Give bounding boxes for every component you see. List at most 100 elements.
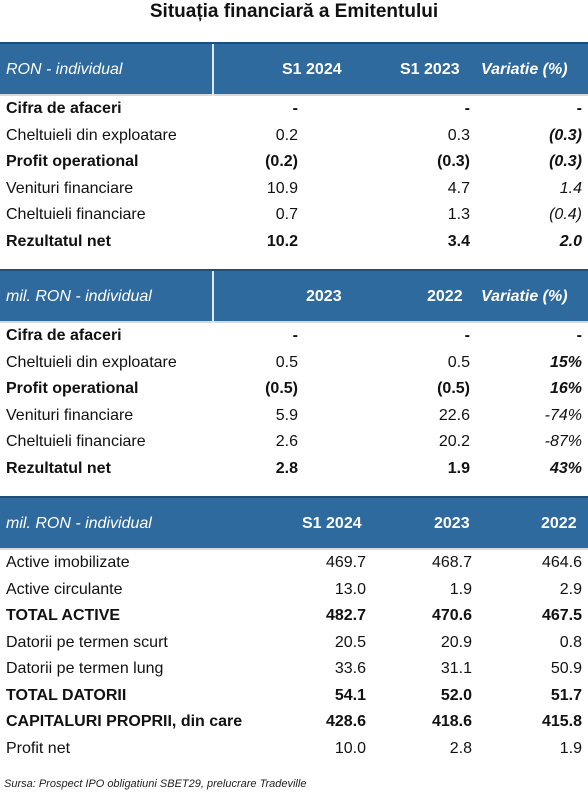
cell-col-2: 0.3 [447, 126, 470, 144]
cell-col-2: 22.6 [438, 406, 470, 424]
row-label: Cheltuieli financiare [6, 433, 146, 450]
cell-col-2: 20.9 [440, 633, 472, 651]
cell-col-2: 2.8 [449, 739, 472, 757]
cell-col-1: 10.9 [266, 179, 298, 197]
cell-col-1: (0.5) [265, 380, 298, 397]
cell-col-3: 1.9 [559, 739, 582, 757]
cell-col-2: (0.5) [437, 380, 470, 397]
header-unit: RON - individual [6, 61, 123, 78]
cell-col-3: 43% [549, 459, 582, 477]
cell-col-2: 1.9 [447, 459, 470, 477]
cell-col-2: 31.1 [440, 660, 472, 677]
row-label: Active circulante [6, 580, 123, 598]
cell-col-3: 415.8 [541, 713, 582, 730]
row-label: TOTAL ACTIVE [6, 607, 121, 624]
header-col-1: S1 2024 [282, 61, 342, 78]
cell-col-3: 15% [549, 353, 582, 371]
cell-col-3: (0.3) [549, 153, 582, 170]
cell-col-3: 51.7 [550, 686, 582, 704]
row-label: Cheltuieli din exploatare [6, 353, 177, 371]
row-label: Profit operational [6, 380, 139, 397]
table-row: TOTAL ACTIVE 482.7 470.6 467.5 [0, 603, 588, 630]
cell-col-3: (0.4) [549, 206, 582, 223]
header-col-1: 2023 [306, 288, 342, 305]
income-table-s1: RON - individual S1 2024 S1 2023 Variati… [0, 42, 588, 255]
table-row: Rezultatul net 10.2 3.4 2.0 [0, 229, 588, 256]
cell-col-3: (0.3) [549, 126, 582, 144]
row-label: CAPITALURI PROPRII, din care [6, 713, 243, 730]
row-label: Venituri financiare [6, 406, 134, 424]
source-note: Sursa: Prospect IPO obligatiuni SBET29, … [4, 778, 307, 790]
cell-col-1: 2.8 [275, 459, 298, 477]
cell-col-1: 13.0 [334, 580, 366, 598]
cell-col-1: 20.5 [334, 633, 366, 651]
cell-col-1: 10.2 [266, 232, 298, 250]
row-label: Active imobilizate [6, 554, 130, 571]
table-row: CAPITALURI PROPRII, din care 428.6 418.6… [0, 709, 588, 736]
table-row: Venituri financiare 5.9 22.6 -74% [0, 403, 588, 430]
row-label: Rezultatul net [6, 459, 111, 477]
cell-col-1: - [292, 100, 298, 117]
cell-col-2: 4.7 [447, 179, 470, 197]
row-label: Cheltuieli din exploatare [6, 126, 177, 144]
cell-col-1: - [292, 327, 298, 344]
header-col-2: 2023 [434, 515, 470, 532]
cell-col-2: 0.5 [447, 353, 470, 371]
cell-col-1: 482.7 [325, 607, 366, 624]
table-body: Active imobilizate 469.7 468.7 464.6 Act… [0, 550, 588, 762]
cell-col-3: 0.8 [559, 633, 582, 651]
cell-col-2: (0.3) [437, 153, 470, 170]
cell-col-3: 2.0 [559, 232, 582, 250]
cell-col-2: - [464, 327, 470, 344]
cell-col-3: 16% [549, 380, 582, 397]
row-label: Cheltuieli financiare [6, 206, 146, 223]
cell-col-3: - [576, 327, 582, 344]
table-row: Cifra de afaceri - - - [0, 323, 588, 350]
cell-col-1: (0.2) [265, 153, 298, 170]
table-body: Cifra de afaceri - - - Cheltuieli din ex… [0, 323, 588, 482]
cell-col-2: 470.6 [431, 607, 472, 624]
cell-col-3: -74% [544, 406, 582, 424]
cell-col-2: - [464, 100, 470, 117]
table-row: TOTAL DATORII 54.1 52.0 51.7 [0, 683, 588, 710]
cell-col-1: 0.2 [275, 126, 298, 144]
row-label: Profit operational [6, 153, 139, 170]
cell-col-2: 468.7 [431, 554, 472, 571]
table-row: Rezultatul net 2.8 1.9 43% [0, 456, 588, 483]
row-label: Cifra de afaceri [6, 100, 122, 117]
table-body: Cifra de afaceri - - - Cheltuieli din ex… [0, 96, 588, 255]
table-row: Active circulante 13.0 1.9 2.9 [0, 577, 588, 604]
income-table-annual: mil. RON - individual 2023 2022 Variatie… [0, 269, 588, 482]
cell-col-3: 50.9 [550, 660, 582, 677]
cell-col-2: 1.9 [449, 580, 472, 598]
header-col-3: Variatie (%) [481, 61, 568, 78]
balance-sheet-table: mil. RON - individual S1 2024 2023 2022 … [0, 496, 588, 762]
table-row: Datorii pe termen lung 33.6 31.1 50.9 [0, 656, 588, 683]
table-header: mil. RON - individual 2023 2022 Variatie… [0, 269, 588, 323]
header-col-3: 2022 [541, 515, 577, 532]
header-col-2: 2022 [427, 288, 463, 305]
header-divider [212, 44, 214, 96]
cell-col-1: 10.0 [334, 739, 366, 757]
cell-col-1: 428.6 [325, 713, 366, 730]
table-header: RON - individual S1 2024 S1 2023 Variati… [0, 42, 588, 96]
cell-col-1: 5.9 [275, 406, 298, 424]
table-row: Cheltuieli financiare 0.7 1.3 (0.4) [0, 202, 588, 229]
cell-col-2: 20.2 [438, 433, 470, 450]
cell-col-3: 2.9 [559, 580, 582, 598]
row-label: Datorii pe termen lung [6, 660, 164, 677]
document-title: Situația financiară a Emitentului [149, 1, 439, 22]
cell-col-3: 467.5 [541, 607, 582, 624]
table-row: Cheltuieli din exploatare 0.5 0.5 15% [0, 350, 588, 377]
cell-col-1: 0.7 [275, 206, 298, 223]
table-row: Cifra de afaceri - - - [0, 96, 588, 123]
table-row: Cheltuieli financiare 2.6 20.2 -87% [0, 429, 588, 456]
header-col-1: S1 2024 [302, 515, 362, 532]
row-label: Profit net [6, 739, 71, 757]
cell-col-2: 418.6 [431, 713, 472, 730]
table-row: Venituri financiare 10.9 4.7 1.4 [0, 176, 588, 203]
row-label: TOTAL DATORII [6, 686, 127, 704]
header-unit: mil. RON - individual [6, 515, 152, 532]
cell-col-1: 469.7 [325, 554, 366, 571]
table-row: Profit operational (0.5) (0.5) 16% [0, 376, 588, 403]
